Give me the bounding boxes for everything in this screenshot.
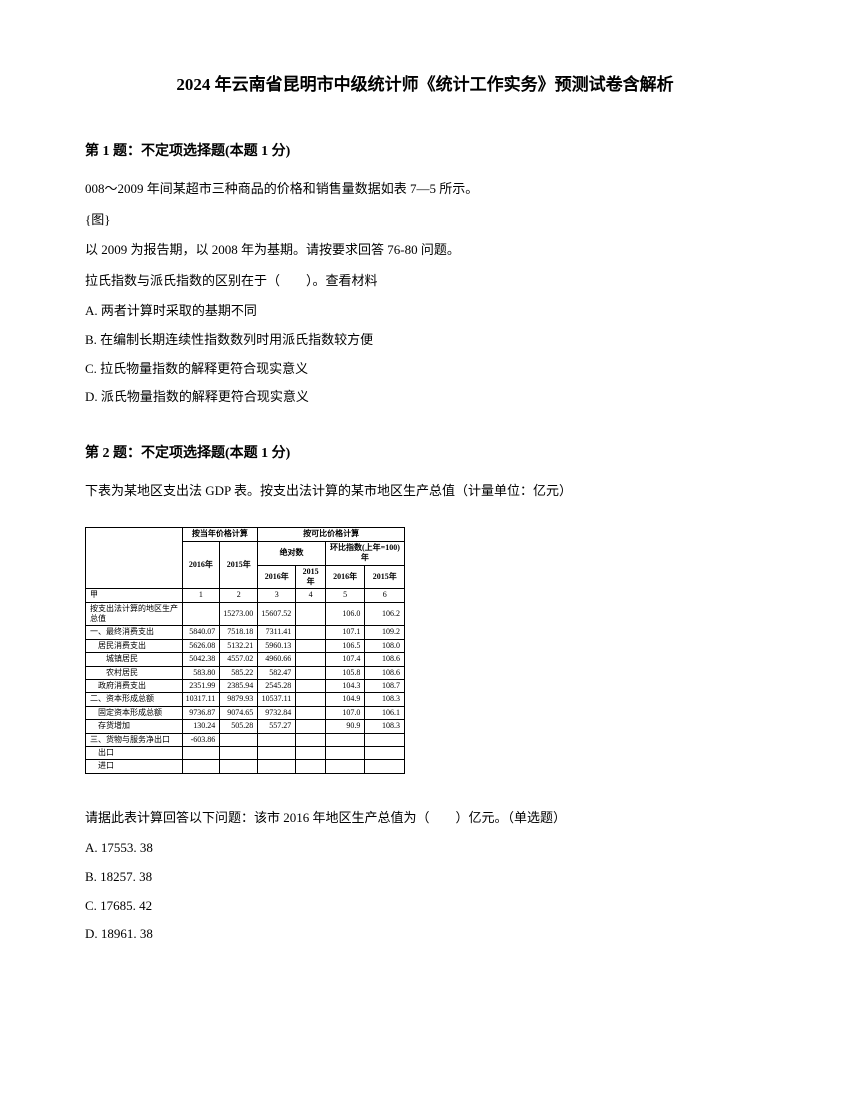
- table-row: 出口: [86, 746, 405, 759]
- table-row: 城镇居民 5042.38 4557.02 4960.66 107.4 108.6: [86, 653, 405, 666]
- q2-line1: 下表为某地区支出法 GDP 表。按支出法计算的某市地区生产总值（计量单位：亿元）: [85, 477, 765, 506]
- page-title: 2024 年云南省昆明市中级统计师《统计工作实务》预测试卷含解析: [85, 70, 765, 95]
- col-3: 3: [258, 589, 296, 602]
- q2-option-b: B. 18257. 38: [85, 863, 765, 892]
- q1-image-placeholder: {图}: [85, 206, 765, 235]
- th-comparable-price: 按可比价格计算: [258, 528, 405, 541]
- th-2016: 2016年: [182, 541, 220, 589]
- question-2: 第 2 题：不定项选择题(本题 1 分) 下表为某地区支出法 GDP 表。按支出…: [85, 442, 765, 949]
- th-2015: 2015年: [220, 541, 258, 589]
- q2-option-c: C. 17685. 42: [85, 892, 765, 921]
- q1-option-d: D. 派氏物量指数的解释更符合现实意义: [85, 383, 765, 412]
- q2-subtext: 请据此表计算回答以下问题：该市 2016 年地区生产总值为（ ）亿元。（单选题）: [85, 804, 765, 833]
- th-blank: [86, 528, 183, 589]
- q2-option-a: A. 17553. 38: [85, 834, 765, 863]
- q1-option-c: C. 拉氏物量指数的解释更符合现实意义: [85, 355, 765, 384]
- th-sub2015b: 2015年: [365, 565, 405, 589]
- th-sub2016: 2016年: [258, 565, 296, 589]
- col-4: 4: [296, 589, 326, 602]
- th-abs: 绝对数: [258, 541, 326, 565]
- q1-option-b: B. 在编制长期连续性指数数列时用派氏指数较方便: [85, 326, 765, 355]
- th-sub2016b: 2016年: [325, 565, 365, 589]
- q1-line3: 以 2009 为报告期，以 2008 年为基期。请按要求回答 76-80 问题。: [85, 236, 765, 265]
- table-row: 一、最终消费支出 5840.07 7518.18 7311.41 107.1 1…: [86, 626, 405, 639]
- table-row: 固定资本形成总额 9736.87 9074.65 9732.84 107.0 1…: [86, 706, 405, 719]
- question-1: 第 1 题：不定项选择题(本题 1 分) 008～2009 年间某超市三种商品的…: [85, 140, 765, 412]
- col-1: 1: [182, 589, 220, 602]
- q2-option-d: D. 18961. 38: [85, 920, 765, 949]
- row-jia: 甲: [86, 589, 183, 602]
- th-sub2015: 2015年: [296, 565, 326, 589]
- col-2: 2: [220, 589, 258, 602]
- table-row: 三、货物与服务净出口 -603.86: [86, 733, 405, 746]
- q1-option-a: A. 两者计算时采取的基期不同: [85, 297, 765, 326]
- th-idx: 环比指数(上年=100)年: [325, 541, 404, 565]
- q2-header: 第 2 题：不定项选择题(本题 1 分): [85, 442, 765, 462]
- th-current-price: 按当年价格计算: [182, 528, 258, 541]
- table-row: 二、资本形成总额 10317.11 9879.93 10537.11 104.9…: [86, 693, 405, 706]
- table-row: 按支出法计算的地区生产总值 15273.00 15607.52 106.0 10…: [86, 602, 405, 626]
- table-row: 政府消费支出 2351.99 2385.94 2545.28 104.3 108…: [86, 680, 405, 693]
- q1-line1: 008～2009 年间某超市三种商品的价格和销售量数据如表 7—5 所示。: [85, 175, 765, 204]
- q1-header: 第 1 题：不定项选择题(本题 1 分): [85, 140, 765, 160]
- table-row: 存货增加 130.24 505.28 557.27 90.9 108.3: [86, 720, 405, 733]
- table-row: 进口: [86, 760, 405, 773]
- q1-line4: 拉氏指数与派氏指数的区别在于（ ）。查看材料: [85, 267, 765, 296]
- gdp-table: 按当年价格计算 按可比价格计算 2016年 2015年 绝对数 环比指数(上年=…: [85, 527, 405, 773]
- table-row: 居民消费支出 5626.08 5132.21 5960.13 106.5 108…: [86, 639, 405, 652]
- col-5: 5: [325, 589, 365, 602]
- table-row: 农村居民 583.80 585.22 582.47 105.8 108.6: [86, 666, 405, 679]
- col-6: 6: [365, 589, 405, 602]
